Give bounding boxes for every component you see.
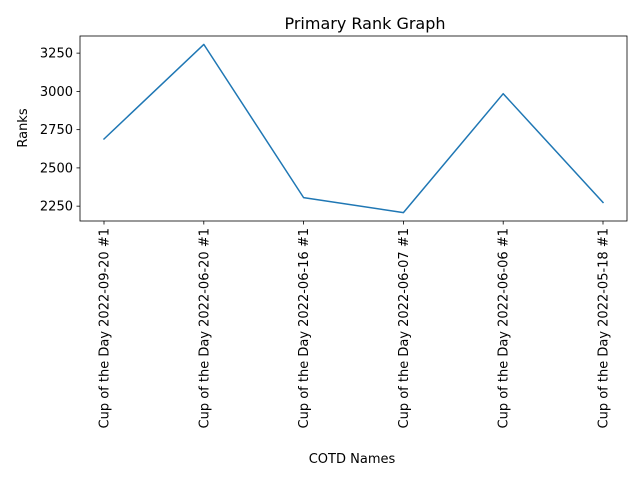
y-tick-label: 2750 (40, 123, 73, 138)
y-tick-label: 3000 (40, 85, 73, 100)
x-tick-label: Cup of the Day 2022-05-18 #1 (597, 228, 612, 428)
axes-frame (79, 35, 628, 222)
x-tick-label: Cup of the Day 2022-09-20 #1 (98, 228, 113, 428)
plot-area: 2250 2500 2750 3000 3250 Cup of the Day 2022-… (40, 35, 628, 428)
y-tick-label: 2500 (40, 161, 73, 176)
x-tick-label: Cup of the Day 2022-06-20 #1 (197, 228, 212, 428)
x-tick-label: Cup of the Day 2022-06-07 #1 (397, 228, 412, 428)
y-axis-label: Ranks (16, 108, 31, 147)
x-axis-label: COTD Names (309, 452, 396, 467)
series-line (102, 43, 605, 214)
x-tick-label: Cup of the Day 2022-06-06 #1 (497, 228, 512, 428)
y-tick-label: 3250 (40, 47, 73, 62)
y-tick-label: 2250 (40, 200, 73, 215)
x-tick-label: Cup of the Day 2022-06-16 #1 (297, 228, 312, 428)
chart-title: Primary Rank Graph (284, 14, 445, 33)
